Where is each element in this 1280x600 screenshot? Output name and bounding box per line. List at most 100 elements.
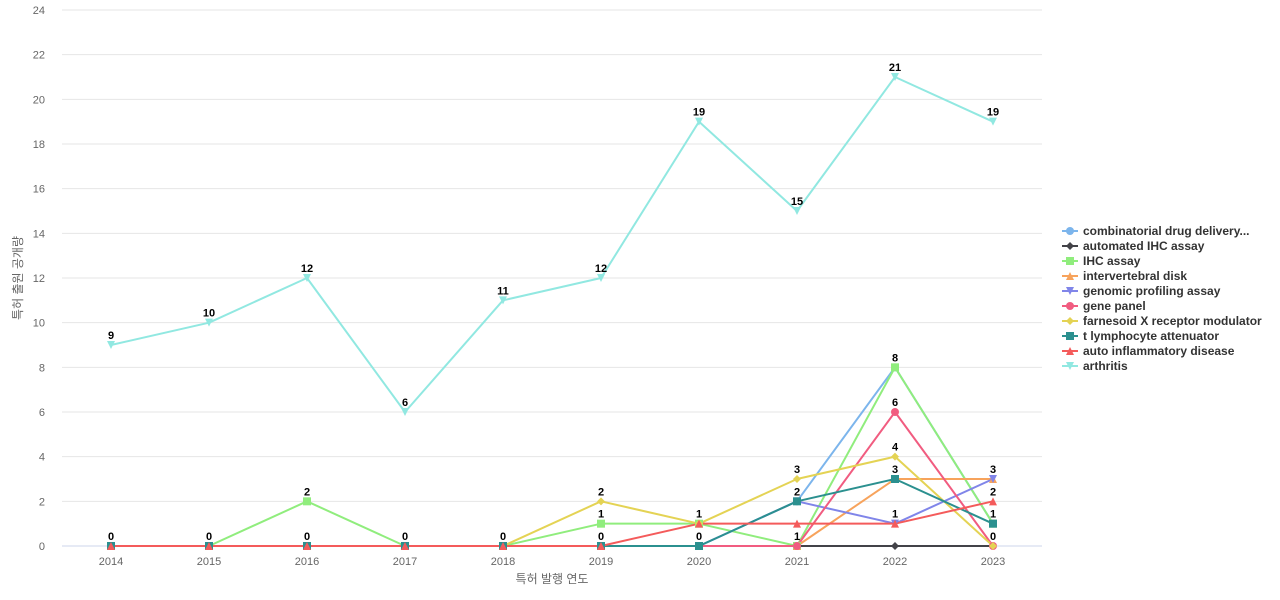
data-label: 3 (892, 464, 898, 476)
legend-item[interactable]: combinatorial drug delivery... (1062, 224, 1249, 238)
data-label: 3 (794, 464, 800, 476)
legend-item[interactable]: auto inflammatory disease (1062, 344, 1235, 358)
data-point[interactable] (793, 497, 801, 506)
data-label: 3 (990, 464, 996, 476)
data-point[interactable] (989, 542, 997, 550)
legend-item[interactable]: intervertebral disk (1062, 269, 1187, 283)
legend-label: farnesoid X receptor modulator (1083, 314, 1262, 328)
series-lines (110, 76, 994, 547)
data-label: 10 (203, 308, 215, 320)
data-point[interactable] (891, 73, 899, 81)
data-label: 11 (497, 285, 509, 297)
data-point[interactable] (499, 542, 507, 550)
x-axis-title: 특허 발행 연도 (516, 571, 589, 586)
data-point[interactable] (597, 519, 605, 528)
data-point[interactable] (891, 363, 899, 372)
data-point[interactable] (401, 408, 409, 416)
legend-item[interactable]: automated IHC assay (1062, 239, 1205, 253)
data-point[interactable] (205, 318, 213, 327)
data-label: 0 (304, 531, 310, 543)
x-tick-label: 2017 (393, 556, 417, 568)
data-point[interactable] (107, 542, 115, 550)
data-point[interactable] (303, 542, 311, 550)
data-point[interactable] (891, 408, 899, 416)
data-point[interactable] (107, 341, 115, 349)
y-tick-label: 4 (39, 452, 45, 464)
data-point[interactable] (793, 519, 801, 528)
data-label: 4 (892, 442, 899, 454)
data-point[interactable] (597, 497, 605, 506)
data-point[interactable] (891, 452, 899, 461)
data-point[interactable] (597, 542, 605, 550)
y-tick-label: 16 (33, 184, 45, 196)
legend-item[interactable]: gene panel (1062, 299, 1146, 313)
data-point[interactable] (989, 519, 997, 528)
x-tick-label: 2015 (197, 556, 221, 568)
x-tick-label: 2023 (981, 556, 1005, 568)
data-label: 1 (598, 509, 604, 521)
series-line (111, 500, 994, 547)
data-label: 21 (889, 62, 901, 74)
y-tick-label: 12 (33, 273, 45, 285)
data-label: 9 (108, 330, 114, 342)
series-line (111, 411, 994, 547)
data-label: 6 (892, 397, 898, 409)
legend-item[interactable]: genomic profiling assay (1062, 284, 1221, 298)
data-point[interactable] (891, 519, 899, 528)
legend-marker (1066, 272, 1074, 280)
data-point[interactable] (891, 542, 899, 550)
legend-marker (1066, 332, 1074, 340)
legend-item[interactable]: t lymphocyte attenuator (1062, 329, 1219, 343)
legend-label: genomic profiling assay (1083, 284, 1221, 298)
data-point[interactable] (793, 207, 801, 215)
data-label: 0 (598, 531, 604, 543)
x-tick-label: 2018 (491, 556, 515, 568)
data-label: 1 (990, 509, 996, 521)
data-point[interactable] (989, 117, 997, 126)
y-axis-title: 특허 출원 공개량 (11, 236, 25, 320)
data-point[interactable] (597, 274, 605, 282)
legend-label: intervertebral disk (1083, 269, 1187, 283)
data-label: 0 (500, 531, 506, 543)
data-label: 6 (402, 397, 408, 409)
data-point[interactable] (793, 542, 801, 550)
legend-marker (1066, 317, 1074, 325)
legend-label: automated IHC assay (1083, 239, 1205, 253)
data-point[interactable] (303, 497, 311, 506)
legend: combinatorial drug delivery...automated … (1062, 224, 1262, 373)
legend-label: gene panel (1083, 299, 1146, 313)
data-point[interactable] (401, 542, 409, 550)
legend-item[interactable]: IHC assay (1062, 254, 1141, 268)
data-point[interactable] (205, 542, 213, 550)
data-point[interactable] (695, 117, 703, 126)
legend-marker (1066, 287, 1074, 295)
data-label: 8 (892, 352, 898, 364)
data-point[interactable] (989, 475, 997, 483)
y-tick-label: 14 (33, 228, 45, 240)
legend-label: auto inflammatory disease (1083, 344, 1235, 358)
legend-label: combinatorial drug delivery... (1083, 224, 1249, 238)
data-label: 0 (696, 531, 702, 543)
legend-marker (1066, 362, 1074, 370)
y-tick-label: 0 (39, 541, 45, 553)
data-point[interactable] (303, 274, 311, 282)
data-point[interactable] (891, 475, 899, 483)
legend-item[interactable]: farnesoid X receptor modulator (1062, 314, 1262, 328)
x-tick-label: 2016 (295, 556, 319, 568)
x-tick-label: 2019 (589, 556, 613, 568)
data-point[interactable] (793, 475, 801, 483)
y-tick-label: 24 (33, 5, 45, 17)
data-point[interactable] (695, 542, 703, 550)
legend-item[interactable]: arthritis (1062, 359, 1128, 373)
data-point[interactable] (695, 519, 703, 528)
legend-marker (1066, 347, 1074, 355)
data-point[interactable] (499, 296, 507, 305)
data-label: 0 (990, 531, 996, 543)
series-line (111, 366, 994, 547)
data-point[interactable] (989, 497, 997, 506)
legend-marker (1066, 302, 1074, 310)
y-tick-label: 20 (33, 94, 45, 106)
